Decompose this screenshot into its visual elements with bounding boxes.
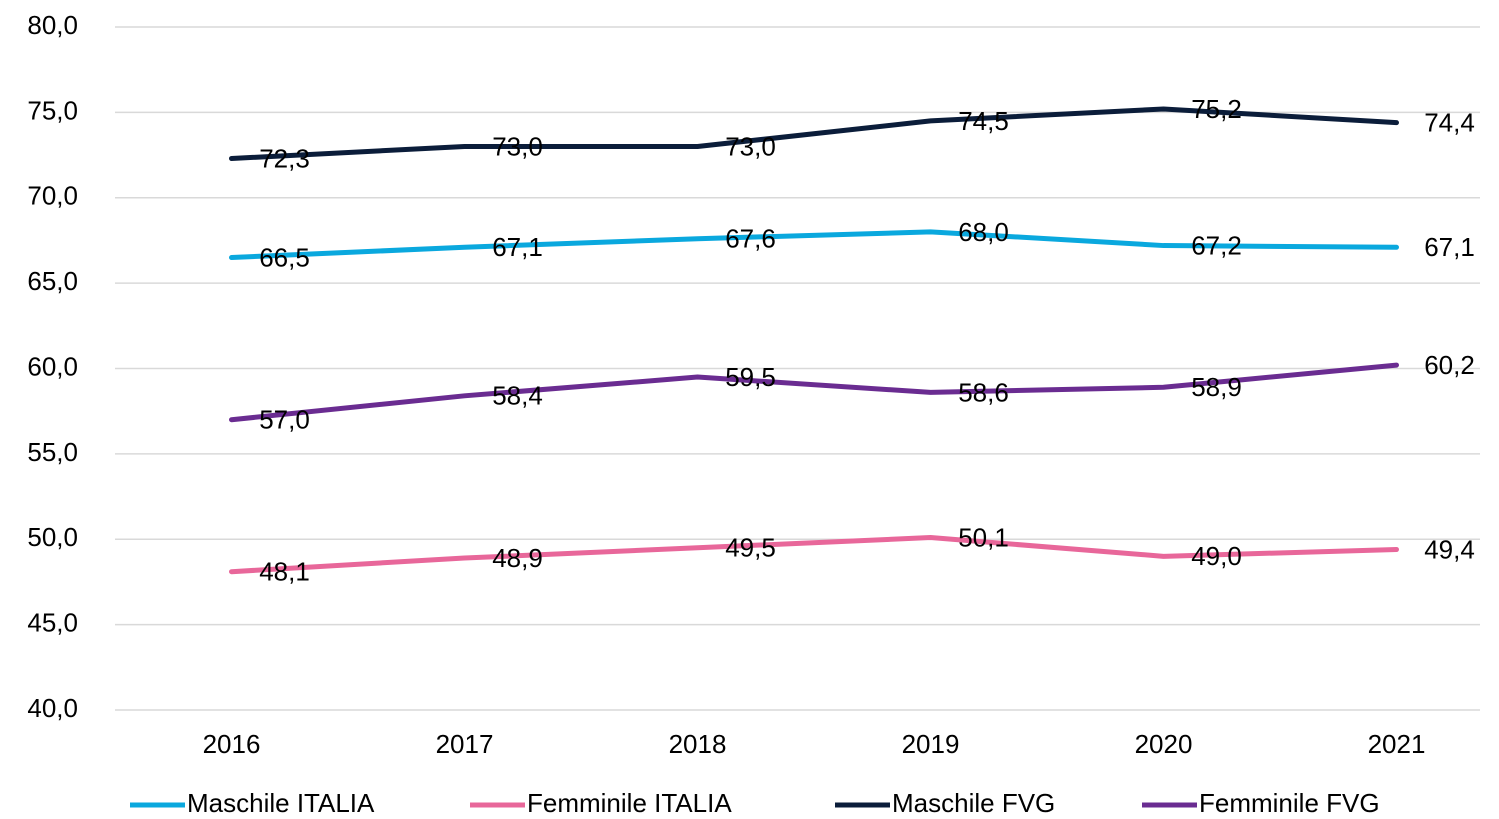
y-tick-label: 45,0 — [27, 608, 78, 638]
legend-label: Femminile ITALIA — [527, 788, 732, 818]
data-label: 60,2 — [1424, 350, 1475, 380]
data-label: 58,6 — [958, 377, 1009, 407]
data-label: 48,9 — [492, 543, 543, 573]
y-tick-label: 80,0 — [27, 10, 78, 40]
series-line — [229, 229, 1399, 261]
data-label: 72,3 — [259, 143, 310, 173]
y-tick-label: 70,0 — [27, 181, 78, 211]
data-label: 59,5 — [725, 362, 776, 392]
data-label: 57,0 — [259, 405, 310, 435]
y-tick-label: 60,0 — [27, 351, 78, 381]
legend-label: Maschile FVG — [892, 788, 1055, 818]
x-tick-label: 2021 — [1368, 729, 1426, 759]
data-label: 73,0 — [492, 131, 543, 161]
series-line — [229, 106, 1399, 161]
data-label: 73,0 — [725, 131, 776, 161]
x-tick-label: 2016 — [203, 729, 261, 759]
data-label: 67,6 — [725, 224, 776, 254]
data-label: 75,2 — [1191, 94, 1242, 124]
data-label: 49,0 — [1191, 541, 1242, 571]
data-label: 49,4 — [1424, 534, 1475, 564]
legend-label: Femminile FVG — [1199, 788, 1380, 818]
data-label: 50,1 — [958, 522, 1009, 552]
data-label: 49,5 — [725, 533, 776, 563]
x-tick-label: 2017 — [436, 729, 494, 759]
x-tick-label: 2018 — [669, 729, 727, 759]
data-label: 58,9 — [1191, 372, 1242, 402]
data-label: 74,5 — [958, 106, 1009, 136]
series-line — [229, 362, 1399, 423]
y-tick-label: 55,0 — [27, 437, 78, 467]
y-tick-label: 40,0 — [27, 693, 78, 723]
y-tick-label: 65,0 — [27, 266, 78, 296]
x-tick-label: 2020 — [1135, 729, 1193, 759]
y-tick-label: 50,0 — [27, 522, 78, 552]
data-label: 67,1 — [1424, 232, 1475, 262]
data-label: 58,4 — [492, 381, 543, 411]
data-label: 48,1 — [259, 557, 310, 587]
legend-label: Maschile ITALIA — [187, 788, 375, 818]
x-tick-label: 2019 — [902, 729, 960, 759]
data-label: 66,5 — [259, 242, 310, 272]
series-line — [229, 535, 1399, 575]
y-tick-label: 75,0 — [27, 95, 78, 125]
data-label: 67,2 — [1191, 230, 1242, 260]
data-label: 67,1 — [492, 232, 543, 262]
data-label: 74,4 — [1424, 107, 1475, 137]
data-label: 68,0 — [958, 217, 1009, 247]
